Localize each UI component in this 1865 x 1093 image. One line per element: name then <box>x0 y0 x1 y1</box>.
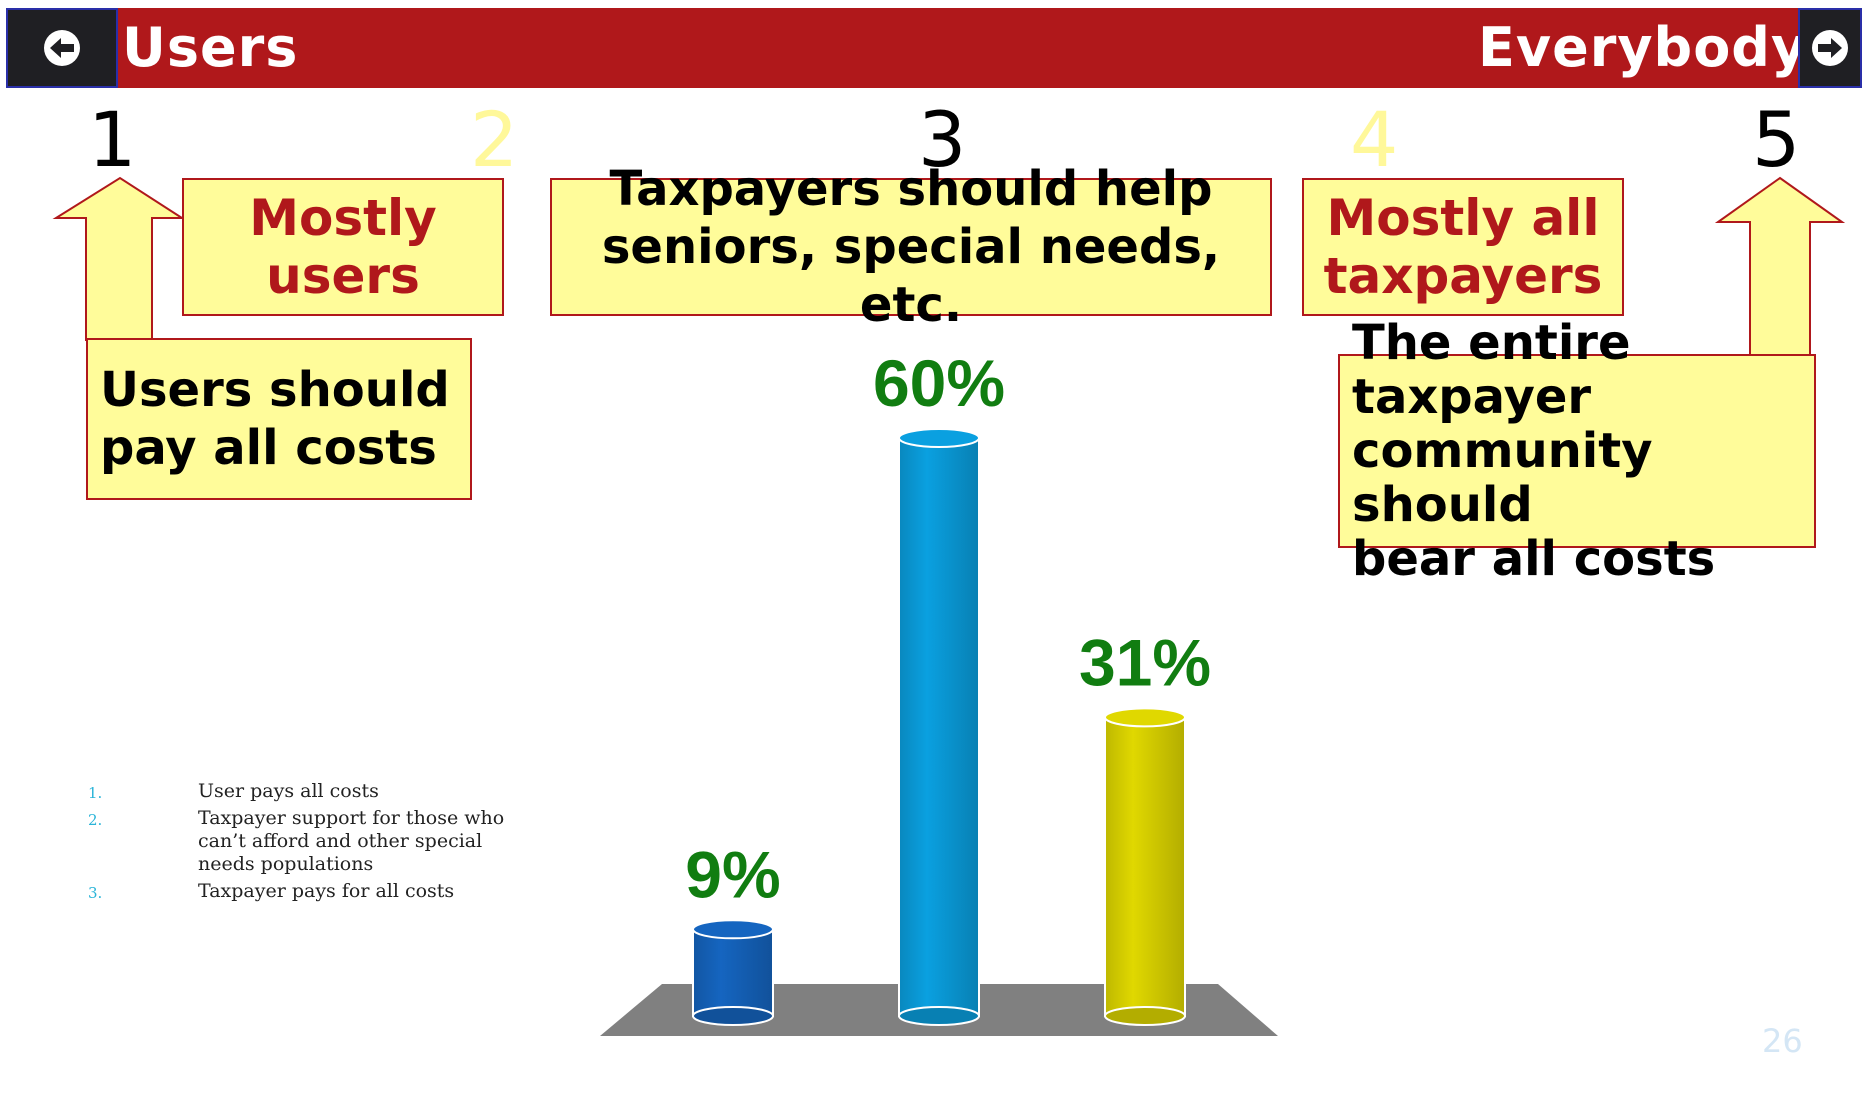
scale-number-5: 5 <box>1752 95 1801 184</box>
callout-line: users <box>266 247 420 305</box>
bar-top <box>1104 707 1186 728</box>
callout-line: community should <box>1352 423 1653 533</box>
legend-text: User pays all costs <box>198 780 379 802</box>
bar-base <box>692 1006 774 1026</box>
arrow-right-circle-icon <box>1812 30 1848 66</box>
data-label-1: 9% <box>685 837 780 911</box>
callout-line: bear all costs <box>1352 531 1716 587</box>
data-label-2: 60% <box>873 346 1005 420</box>
arrow-left-circle-icon <box>44 30 80 66</box>
scale-number-2: 2 <box>470 95 519 184</box>
callout-line: Mostly <box>249 189 437 247</box>
bar-body <box>1104 716 1186 1017</box>
legend-text: Taxpayer pays for all costs <box>198 880 455 902</box>
users-label: Users <box>122 16 299 79</box>
bar-body <box>692 928 774 1017</box>
legend-item: 3. Taxpayer pays for all costs <box>88 880 528 903</box>
scale-number-1: 1 <box>88 95 137 184</box>
title-bar <box>8 8 1862 88</box>
callout-line: Taxpayers should help <box>609 161 1213 217</box>
callout-line: seniors, special needs, etc. <box>601 219 1221 333</box>
forward-button[interactable] <box>1798 8 1862 88</box>
scale-number-4: 4 <box>1350 95 1399 184</box>
callout-mostly-users: Mostly users <box>182 178 504 316</box>
legend-item: 1. User pays all costs <box>88 780 528 803</box>
legend-item: 2. Taxpayer support for those who can’t … <box>88 807 528 876</box>
legend: 1. User pays all costs 2. Taxpayer suppo… <box>88 780 528 907</box>
data-label-3: 31% <box>1079 625 1211 699</box>
legend-text: Taxpayer support for those who can’t aff… <box>198 807 505 875</box>
bar-1 <box>692 919 774 1026</box>
callout-community-bears-all: The entire taxpayer community should bear … <box>1338 316 1816 586</box>
bar-3 <box>1104 707 1186 1026</box>
bar-top <box>692 919 774 940</box>
callout-mostly-all-taxpayers: Mostly all taxpayers <box>1302 178 1624 316</box>
callout-users-pay-all: Users should pay all costs <box>86 338 472 500</box>
bar-base <box>898 1006 980 1026</box>
bar-2 <box>898 428 980 1026</box>
scale-number-3: 3 <box>918 95 967 184</box>
callout-line: The entire taxpayer <box>1352 315 1631 425</box>
bar-top <box>898 428 980 448</box>
legend-number: 3. <box>88 884 103 902</box>
bar-base <box>1104 1006 1186 1026</box>
callout-line: taxpayers <box>1323 247 1603 305</box>
page-number: 26 <box>1762 1022 1803 1060</box>
callout-line: Users should <box>100 362 450 418</box>
bar-body <box>898 437 980 1017</box>
legend-number: 1. <box>88 784 103 802</box>
callout-line: Mostly all <box>1326 189 1600 247</box>
everybody-label: Everybody <box>1478 16 1808 79</box>
callout-line: pay all costs <box>100 420 437 476</box>
legend-number: 2. <box>88 811 103 829</box>
back-button[interactable] <box>6 8 118 88</box>
callout-taxpayers-help: Taxpayers should help seniors, special ne… <box>550 161 1272 333</box>
